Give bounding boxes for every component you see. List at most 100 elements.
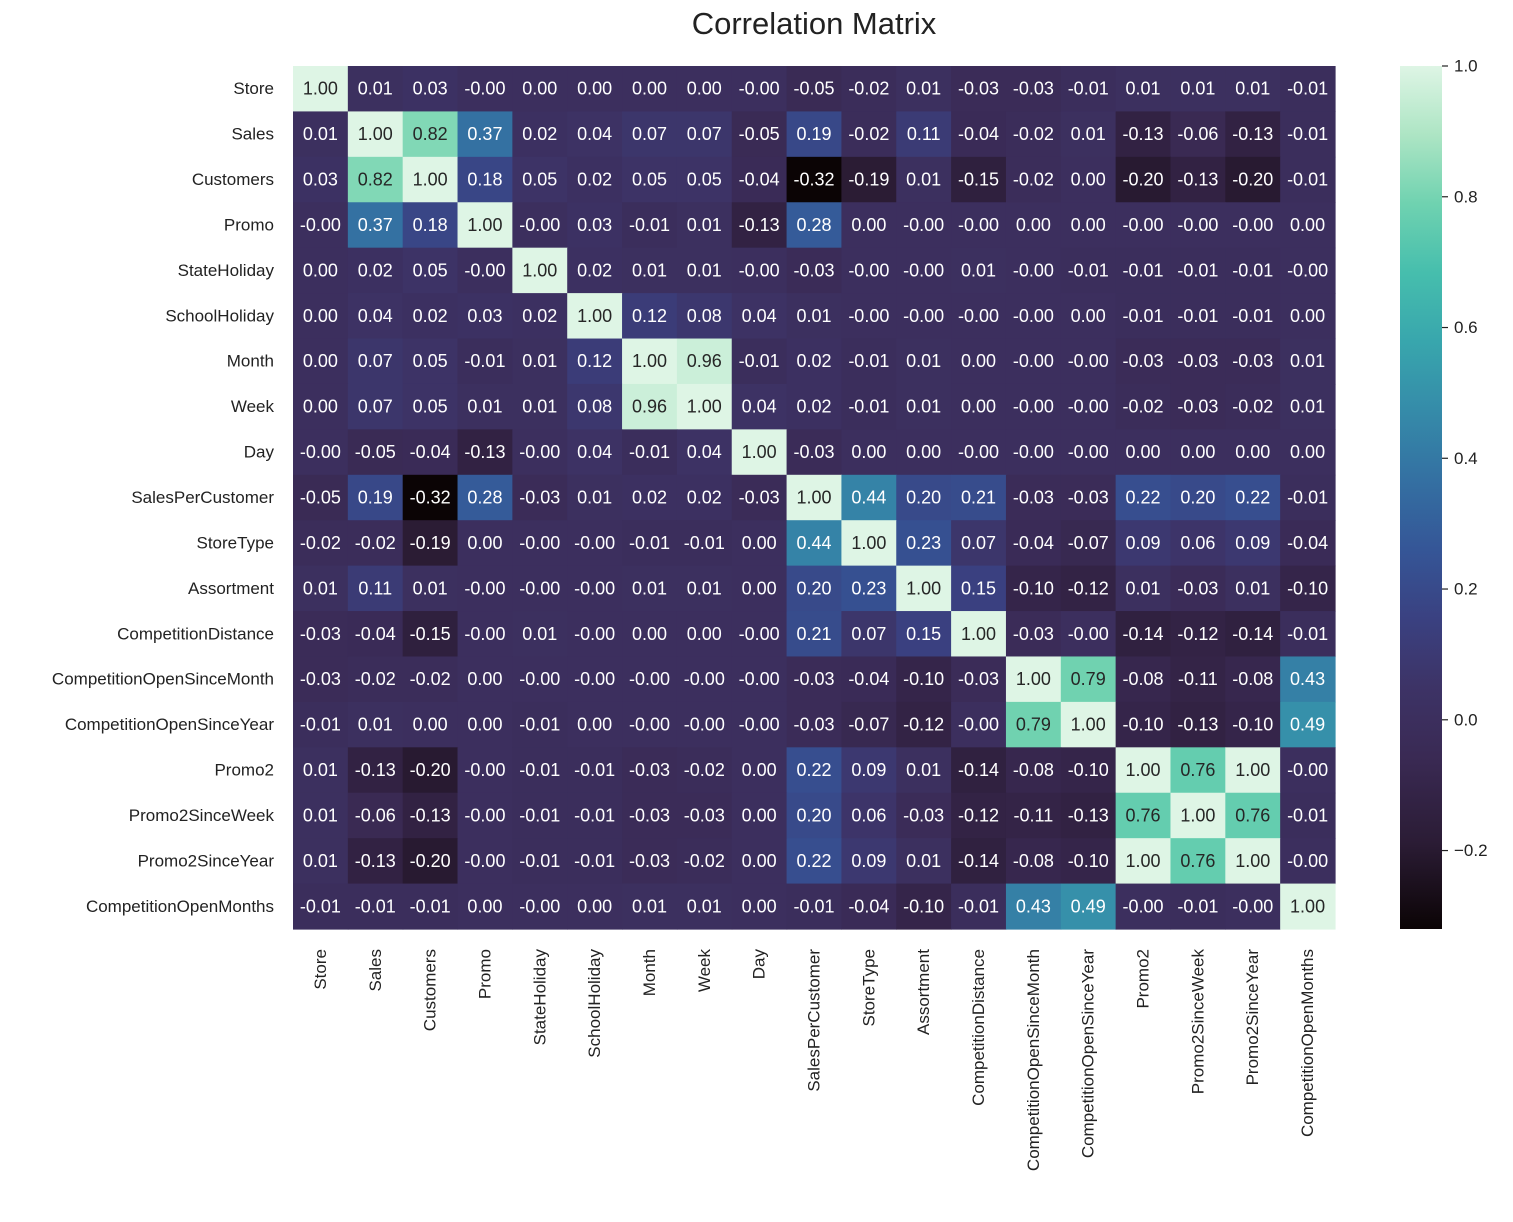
y-tick-label: Sales: [231, 125, 274, 144]
cell-value-label: -0.12: [958, 805, 999, 825]
cell-value-label: 0.49: [1071, 896, 1106, 916]
heatmap-cell: [1225, 429, 1281, 476]
cell-value-label: -0.03: [739, 488, 780, 508]
cell-value-label: 0.96: [687, 351, 722, 371]
colorbar-tick-label: 0.4: [1454, 449, 1478, 468]
heatmap-cell: [457, 156, 513, 203]
cell-value-label: -0.00: [1013, 260, 1054, 280]
heatmap-cell: [347, 429, 404, 476]
heatmap-cell: [1060, 338, 1117, 385]
heatmap-cell: [676, 202, 733, 249]
cell-value-label: 0.01: [687, 578, 722, 598]
heatmap-cell: [786, 474, 843, 521]
heatmap-cell: [951, 565, 1007, 612]
x-tick-label: StoreType: [859, 949, 878, 1027]
cell-value-label: 0.76: [1126, 805, 1161, 825]
heatmap-cell: [622, 156, 678, 203]
heatmap-cell: [1005, 838, 1062, 885]
x-tick-label: CompetitionOpenSinceMonth: [1024, 949, 1043, 1171]
cell-value-label: 0.11: [358, 578, 392, 598]
heatmap-cell: [841, 383, 897, 430]
cell-value-label: -0.01: [574, 760, 615, 780]
cell-value-label: 0.01: [303, 124, 338, 144]
cell-value-label: -0.01: [1287, 624, 1328, 644]
cell-value-label: 0.09: [851, 851, 886, 871]
cell-value-label: -0.01: [1068, 79, 1109, 99]
heatmap-cell: [676, 247, 733, 294]
cell-value-label: 0.22: [1235, 488, 1270, 508]
cell-value-label: -0.00: [958, 715, 999, 735]
heatmap-cell: [896, 611, 952, 658]
cell-value-label: 0.82: [358, 170, 393, 190]
heatmap-cell: [402, 383, 459, 430]
heatmap-cell: [457, 247, 513, 294]
heatmap-cell: [402, 338, 459, 385]
cell-value-label: 0.01: [303, 578, 338, 598]
y-tick-label: Promo2SinceWeek: [129, 806, 275, 825]
cell-value-label: -0.01: [355, 896, 396, 916]
heatmap-cell: [1170, 474, 1226, 521]
cell-value-label: 0.28: [796, 215, 831, 235]
cell-value-label: 0.00: [522, 79, 557, 99]
cell-value-label: -0.03: [1068, 488, 1109, 508]
heatmap-cell: [786, 429, 843, 476]
cell-value-label: -0.01: [1287, 79, 1328, 99]
cell-value-label: 0.00: [742, 805, 777, 825]
y-tick-label: CompetitionOpenMonths: [86, 897, 274, 916]
heatmap-cell: [951, 293, 1007, 340]
cell-value-label: -0.00: [903, 260, 944, 280]
y-tick-label: Promo2: [214, 761, 274, 780]
cell-value-label: 0.00: [577, 896, 612, 916]
heatmap-cell: [1225, 656, 1281, 703]
cell-value-label: -0.06: [1177, 124, 1218, 144]
cell-value-label: 0.07: [358, 351, 393, 371]
x-tick-label: Promo: [475, 949, 494, 999]
cell-value-label: 0.07: [632, 124, 667, 144]
cell-value-label: -0.01: [1287, 488, 1328, 508]
cell-value-label: 1.00: [851, 533, 886, 553]
x-tick-label: StateHoliday: [530, 949, 549, 1046]
heatmap-cell: [1225, 565, 1281, 612]
cell-value-label: -0.15: [958, 170, 999, 190]
heatmap-cell: [1225, 701, 1281, 748]
heatmap-cell: [567, 247, 623, 294]
cell-value-label: -0.00: [300, 215, 341, 235]
heatmap-cell: [896, 111, 952, 158]
cell-value-label: -0.12: [903, 715, 944, 735]
heatmap-cell: [457, 383, 513, 430]
cell-value-label: 1.00: [577, 306, 612, 326]
heatmap-cell: [841, 520, 897, 567]
cell-value-label: -0.13: [1177, 715, 1218, 735]
heatmap-cell: [567, 883, 623, 930]
heatmap-cell: [1115, 111, 1172, 158]
heatmap-cell: [786, 838, 843, 885]
heatmap-cell: [1280, 429, 1336, 476]
heatmap-cell: [1005, 565, 1062, 612]
heatmap-cell: [512, 429, 568, 476]
cell-value-label: 0.11: [907, 124, 941, 144]
heatmap-cell: [1060, 520, 1117, 567]
heatmap-cell: [512, 202, 568, 249]
heatmap-cell: [896, 156, 952, 203]
cell-value-label: 0.00: [303, 306, 338, 326]
cell-value-label: 0.00: [303, 260, 338, 280]
heatmap-cell: [293, 520, 349, 567]
cell-value-label: 0.01: [467, 397, 502, 417]
heatmap-cell: [1225, 838, 1281, 885]
cell-value-label: -0.03: [684, 805, 725, 825]
cell-value-label: 0.07: [961, 533, 996, 553]
cell-value-label: 0.05: [632, 170, 667, 190]
heatmap-cell: [731, 474, 788, 521]
heatmap-cell: [567, 338, 623, 385]
y-tick-label: Store: [233, 79, 274, 98]
cell-value-label: -0.00: [1177, 215, 1218, 235]
cell-value-label: 0.00: [742, 533, 777, 553]
heatmap-cell: [786, 883, 843, 930]
cell-value-label: -0.05: [300, 488, 341, 508]
heatmap-cell: [512, 656, 568, 703]
cell-value-label: 0.06: [851, 805, 886, 825]
cell-value-label: 0.04: [358, 306, 393, 326]
cell-value-label: -0.02: [848, 79, 889, 99]
heatmap-cell: [1170, 202, 1226, 249]
heatmap-cell: [676, 565, 733, 612]
